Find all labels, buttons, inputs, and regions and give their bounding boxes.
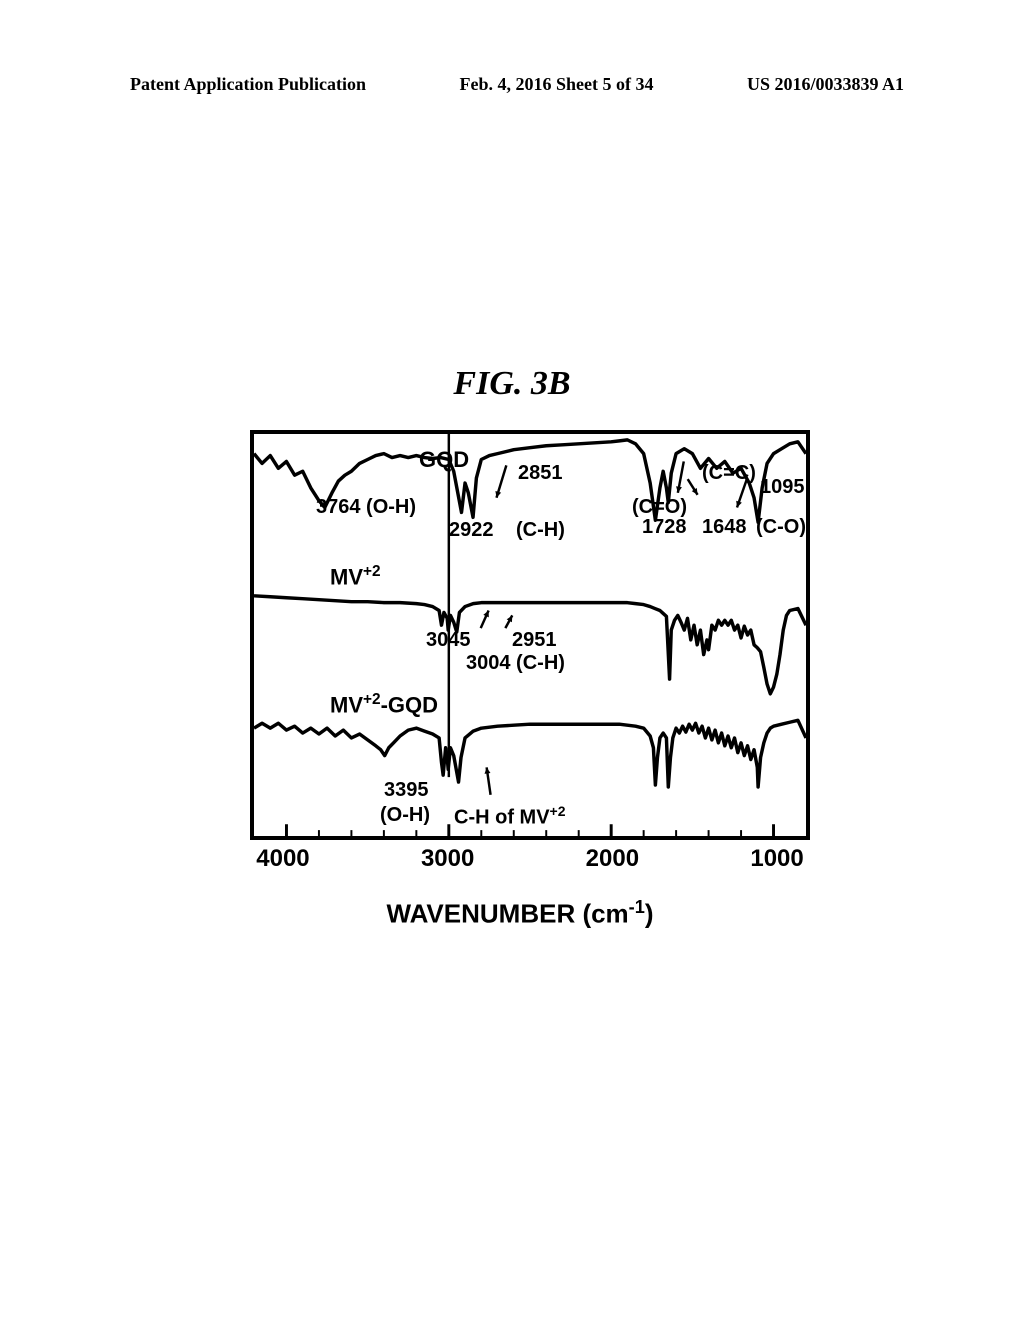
spectrum-MV+2-GQD [254,720,806,787]
annotation: 2951 [512,629,557,651]
x-tick-4000: 4000 [256,845,309,873]
x-tick-1000: 1000 [750,845,803,873]
plot-area: GQD 2851 3764 (O-H) 2922 (C-H) (C=O)1728 (C=C)… [250,430,810,840]
x-axis-label: WAVENUMBER (cm-1) [386,897,653,930]
header-left: Patent Application Publication [130,74,366,95]
x-tick-labels: 4000 3000 2000 1000 [250,845,810,875]
annotation: (C=C) [702,462,756,484]
x-label-sup: -1 [629,897,645,917]
ftir-chart: TRANSMITTANCE (a.u.) GQD28513764 (O-H)29… [200,420,840,920]
annotation: 3004 (C-H) [466,652,565,674]
annotation: C-H of MV+2 [454,804,566,829]
annotation: 2922 [449,519,494,541]
annotation: (C-O) [756,516,806,538]
annotation: GQD [419,448,469,472]
header-right: US 2016/0033839 A1 [747,74,904,95]
x-tick-2000: 2000 [586,845,639,873]
annotation: (C=O) [632,496,687,518]
annotation: 1095 [760,476,805,498]
annotation: 3764 (O-H) [316,496,416,518]
x-tick-3000: 3000 [421,845,474,873]
annotation: (O-H) [380,804,430,826]
annotation: 1648 [702,516,747,538]
annotation: (C-H) [516,519,565,541]
annotation: 3045 [426,629,471,651]
header-center: Feb. 4, 2016 Sheet 5 of 34 [460,74,654,95]
annotation: 1728 [642,516,687,538]
page-header: Patent Application Publication Feb. 4, 2… [0,74,1024,95]
annotation: 2851 [518,462,563,484]
x-label-prefix: WAVENUMBER (cm [386,899,628,929]
annotation: 3395 [384,779,429,801]
annotation: MV+2-GQD [330,692,438,718]
annotation: MV+2 [330,564,381,590]
x-label-suffix: ) [645,899,654,929]
figure-title: FIG. 3B [0,365,1024,403]
